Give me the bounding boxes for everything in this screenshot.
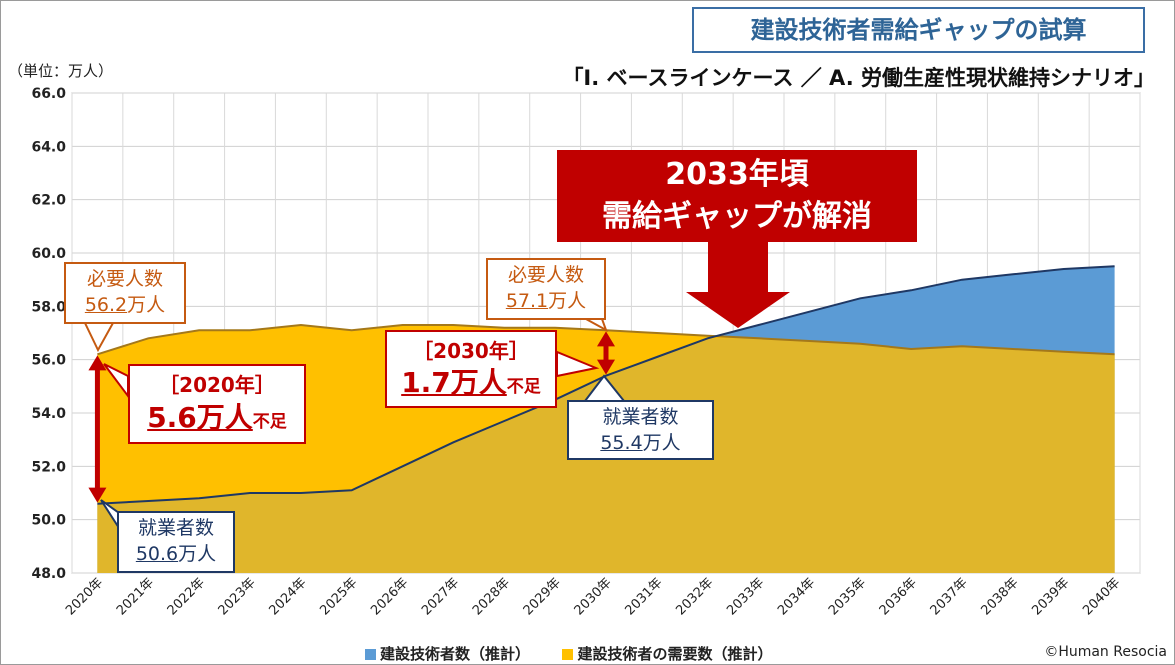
x-tick-label: 2040年 [1080, 575, 1123, 618]
shortage-suffix: 不足 [252, 412, 287, 432]
x-tick-label: 2025年 [317, 575, 360, 618]
x-tick-label: 2038年 [978, 575, 1021, 618]
gap-arrow-2020-head-bottom [88, 487, 107, 503]
banner-down-arrow [686, 242, 790, 328]
x-tick-label: 2039年 [1029, 575, 1072, 618]
legend-label-demand: 建設技術者の需要数（推計） [577, 645, 773, 663]
shortage-year: ［2020年］ [159, 373, 275, 397]
gap-arrow-2020-head-top [88, 355, 107, 371]
callout-required-2030: 必要人数 57.1万人 [486, 258, 606, 320]
legend-item-demand: 建設技術者の需要数（推計） [562, 645, 773, 663]
x-tick-label: 2024年 [266, 575, 309, 618]
x-tick-label: 2035年 [826, 575, 869, 618]
banner-text: 需給ギャップが解消 [602, 199, 872, 234]
callout-value: 50.6 [135, 543, 179, 565]
gap-resolution-banner: 2033年頃 需給ギャップが解消 [557, 150, 917, 242]
chart-legend: 建設技術者数（推計） 建設技術者の需要数（推計） [365, 643, 773, 664]
callout-label: 必要人数 [86, 268, 163, 290]
banner-year: 2033年頃 [665, 157, 809, 192]
legend-label-supply: 建設技術者数（推計） [380, 645, 531, 663]
y-tick-label: 56.0 [31, 353, 66, 369]
x-tick-label: 2022年 [165, 575, 208, 618]
y-tick-label: 50.0 [31, 513, 66, 529]
x-tick-label: 2027年 [419, 575, 462, 618]
x-tick-label: 2032年 [673, 575, 716, 618]
x-tick-label: 2037年 [928, 575, 971, 618]
y-tick-label: 54.0 [31, 406, 66, 422]
gap-arrow-2030-head-top [597, 331, 615, 347]
callout-employed-2030: 就業者数 55.4万人 [567, 400, 714, 460]
legend-swatch-supply [365, 649, 376, 660]
gap-arrow-2030-head-bottom [597, 359, 615, 375]
x-tick-label: 2026年 [368, 575, 411, 618]
shortage-year: ［2030年］ [413, 339, 529, 363]
callout-unit: 万人 [127, 294, 166, 316]
x-tick-label: 2031年 [622, 575, 665, 618]
callout-value: 56.2 [84, 294, 128, 316]
x-tick-label: 2036年 [877, 575, 920, 618]
x-tick-label: 2033年 [724, 575, 767, 618]
shortage-2030-pointer [556, 350, 600, 378]
callout-label: 就業者数 [137, 517, 214, 539]
x-tick-label: 2023年 [216, 575, 259, 618]
x-tick-label: 2029年 [521, 575, 564, 618]
y-tick-label: 48.0 [31, 566, 66, 582]
supply-line [97, 265, 1115, 505]
x-tick-label: 2020年 [63, 575, 106, 618]
chart-subtitle: 「Ⅰ. ベースラインケース ／ A. 労働生産性現状維持シナリオ」 [562, 66, 1155, 90]
x-tick-label: 2021年 [114, 575, 157, 618]
legend-swatch-demand [562, 649, 574, 660]
copyright: ©Human Resocia [1044, 644, 1167, 660]
x-tick-label: 2034年 [775, 575, 818, 618]
shortage-suffix: 不足 [506, 377, 541, 397]
y-tick-label: 58.0 [31, 299, 66, 315]
callout-employed-2020: 就業者数 50.6万人 [117, 511, 235, 573]
shortage-2030: ［2030年］ 1.7万人不足 [385, 330, 557, 408]
callout-unit: 万人 [642, 432, 681, 454]
shortage-value: 5.6万人 [147, 401, 253, 434]
callout-label: 必要人数 [507, 264, 584, 286]
y-tick-label: 60.0 [31, 246, 66, 262]
y-tick-label: 52.0 [31, 459, 66, 475]
y-tick-label: 62.0 [31, 193, 66, 209]
chart-title: 建設技術者需給ギャップの試算 [692, 7, 1145, 53]
callout-label: 就業者数 [602, 406, 679, 428]
x-tick-label: 2030年 [572, 575, 615, 618]
legend-item-supply: 建設技術者数（推計） [365, 645, 530, 663]
x-tick-label: 2028年 [470, 575, 513, 618]
y-tick-label: 66.0 [31, 86, 66, 102]
callout-value: 57.1 [505, 290, 549, 312]
callout-unit: 万人 [178, 543, 217, 565]
shortage-2020: ［2020年］ 5.6万人不足 [128, 364, 306, 444]
unit-label: （単位：万人） [8, 62, 114, 80]
shortage-value: 1.7万人 [401, 366, 507, 399]
callout-unit: 万人 [548, 290, 587, 312]
callout-required-2020: 必要人数 56.2万人 [64, 262, 186, 324]
callout-value: 55.4 [600, 432, 643, 454]
y-tick-label: 64.0 [31, 139, 66, 155]
